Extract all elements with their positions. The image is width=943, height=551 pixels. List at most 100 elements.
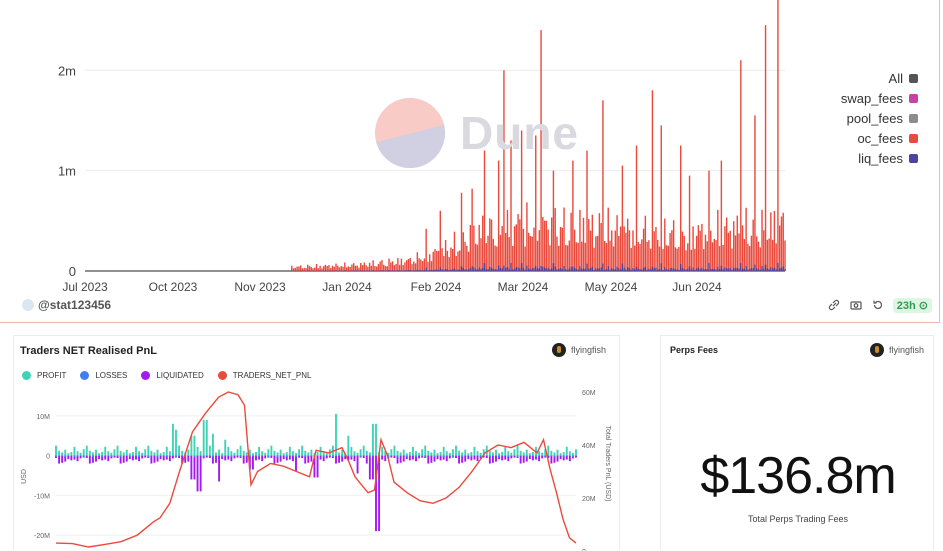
oc-fees-bar [514, 226, 515, 271]
losses-bar [572, 456, 574, 458]
liq-fees-bar [767, 269, 768, 271]
oc-fees-bar [676, 249, 677, 271]
fees-panel-author[interactable]: flyingfish [870, 343, 924, 357]
oc-fees-bar [546, 221, 547, 271]
profit-bar [434, 450, 436, 456]
oc-fees-bar [722, 245, 723, 271]
pnl-panel-author[interactable]: flyingfish [552, 343, 606, 357]
liq-fees-bar [687, 269, 688, 271]
liq-fees-bar [615, 269, 616, 271]
oc-fees-bar [478, 225, 479, 271]
liq-fees-bar [470, 268, 471, 271]
oc-fees-bar [754, 115, 755, 271]
liq-fees-bar [447, 269, 448, 271]
profit-bar [237, 449, 239, 455]
legend-item[interactable]: swap_fees [841, 88, 918, 108]
liq-fees-bar [493, 269, 494, 271]
oc-fees-bar [664, 219, 665, 271]
legend-item[interactable]: LIQUIDATED [141, 371, 203, 380]
liq-fees-bar [401, 270, 402, 271]
liq-fees-bar [335, 270, 336, 271]
oc-fees-bar [616, 215, 617, 271]
legend-label: swap_fees [841, 91, 903, 106]
oc-fees-bar [655, 227, 656, 271]
liquidated-bar [246, 456, 248, 463]
oc-fees-bar [620, 226, 621, 271]
liq-fees-bar [752, 268, 753, 271]
legend-dot [218, 371, 227, 380]
liquidated-bar [560, 456, 562, 460]
liq-fees-bar [553, 263, 554, 271]
legend-item[interactable]: PROFIT [22, 371, 66, 380]
oc-fees-bar [390, 263, 391, 271]
profit-bar [541, 453, 543, 456]
legend-item[interactable]: All [841, 68, 918, 88]
oc-fees-bar [420, 259, 421, 271]
liq-fees-bar [678, 270, 679, 271]
y-right-tick-label: 40M [582, 443, 596, 450]
liquidated-bar [403, 456, 405, 462]
oc-fees-bar [429, 254, 430, 271]
oc-fees-bar [606, 243, 607, 271]
y-left-tick-label: -20M [34, 533, 50, 540]
legend-item[interactable]: TRADERS_NET_PNL [218, 371, 312, 380]
oc-fees-bar [724, 226, 725, 271]
profit-bar [123, 452, 125, 455]
oc-fees-bar [738, 233, 739, 271]
oc-fees-bar [577, 243, 578, 271]
legend-item[interactable]: oc_fees [841, 128, 918, 148]
oc-fees-bar [634, 246, 635, 271]
oc-fees-bar [673, 220, 674, 271]
author-name[interactable]: @stat123456 [38, 298, 111, 312]
liquidated-bar [501, 456, 503, 461]
embed-icon[interactable] [827, 298, 841, 312]
liquidated-bar [172, 456, 174, 459]
losses-bar [101, 456, 103, 458]
profit-bar [461, 452, 463, 455]
legend-item[interactable]: LOSSES [80, 371, 127, 380]
liq-fees-bar [646, 270, 647, 271]
liq-fees-bar [408, 270, 409, 271]
oc-fees-bar [433, 252, 434, 271]
profit-bar [514, 449, 516, 455]
oc-fees-bar [533, 228, 534, 271]
oc-fees-bar [300, 265, 301, 271]
profit-bar [206, 420, 208, 456]
liq-fees-bar [466, 270, 467, 271]
oc-fees-bar [579, 210, 580, 271]
oc-fees-bar [609, 241, 610, 271]
liq-fees-bar [604, 270, 605, 271]
oc-fees-bar [710, 231, 711, 271]
liq-fees-bar [657, 270, 658, 271]
legend-item[interactable]: liq_fees [841, 148, 918, 168]
camera-icon[interactable] [849, 298, 863, 312]
oc-fees-bar [763, 230, 764, 271]
losses-bar [277, 456, 279, 458]
oc-fees-bar [452, 249, 453, 271]
profit-bar [64, 450, 66, 456]
refresh-icon[interactable] [871, 298, 885, 312]
oc-fees-bar [351, 265, 352, 271]
oc-fees-bar [443, 256, 444, 271]
losses-bar [415, 456, 417, 458]
profit-bar [277, 452, 279, 455]
profit-bar [104, 447, 106, 456]
profit-bar [194, 436, 196, 456]
legend-swatch [909, 154, 918, 163]
liquidated-bar [455, 456, 457, 458]
oc-fees-bar [558, 246, 559, 271]
profit-bar [369, 452, 371, 455]
legend-item[interactable]: pool_fees [841, 108, 918, 128]
y-tick-label: 2m [58, 63, 76, 78]
liq-fees-bar [653, 268, 654, 271]
oc-fees-bar [424, 258, 425, 271]
liq-fees-bar [570, 267, 571, 271]
liq-fees-bar [532, 268, 533, 271]
liquidated-bar [541, 456, 543, 459]
profit-bar [430, 452, 432, 455]
oc-fees-bar [379, 262, 380, 271]
liquidated-bar [190, 456, 192, 480]
profit-bar [507, 451, 509, 455]
profit-bar [240, 446, 242, 456]
liq-fees-bar [639, 269, 640, 271]
